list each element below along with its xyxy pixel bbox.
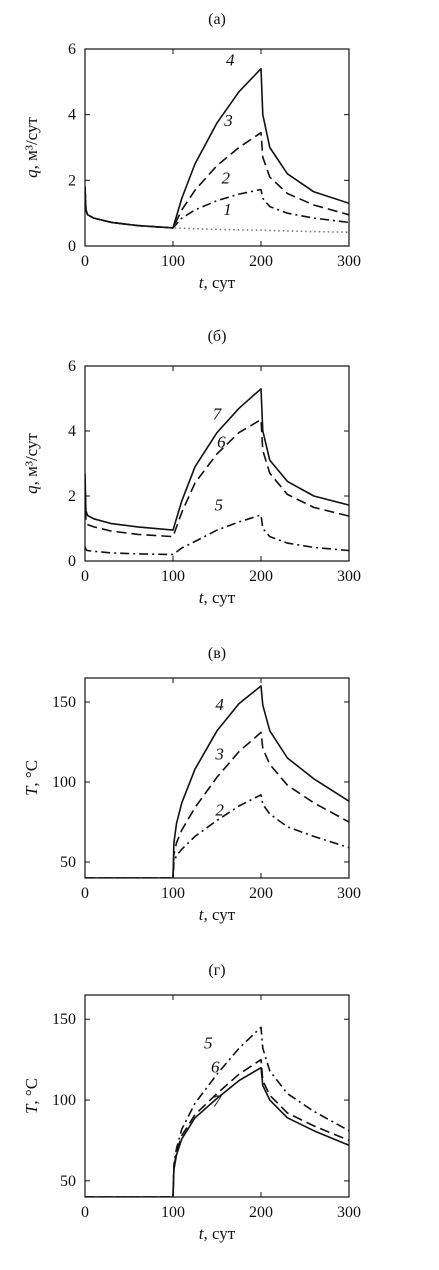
y-axis-unit: , °C xyxy=(22,1078,41,1105)
y-tick-label: 150 xyxy=(52,1011,76,1028)
series-line-7 xyxy=(85,388,349,531)
x-tick-label: 100 xyxy=(161,885,185,902)
series-line-2 xyxy=(85,794,349,878)
x-tick-label: 200 xyxy=(249,568,273,585)
y-tick-label: 2 xyxy=(68,172,76,189)
curve-label-4: 4 xyxy=(215,695,224,714)
x-tick-label: 100 xyxy=(161,253,185,270)
y-axis-unit: , °C xyxy=(22,760,41,787)
series-line-1 xyxy=(85,186,349,233)
y-tick-label: 50 xyxy=(60,1173,76,1190)
y-axis-var: q xyxy=(22,169,41,178)
x-tick-label: 200 xyxy=(249,1204,273,1221)
x-axis-var: t xyxy=(199,273,205,292)
x-axis-unit: , сут xyxy=(203,273,235,292)
series-line-4 xyxy=(85,67,349,229)
panel-title: (а) xyxy=(208,11,226,28)
y-axis-label: T, °C xyxy=(22,1078,41,1114)
curve-label-5: 5 xyxy=(215,496,224,515)
x-tick-label: 0 xyxy=(81,568,89,585)
x-tick-label: 300 xyxy=(337,885,361,902)
curve-label-7: 7 xyxy=(213,405,223,424)
curve-label-1: 1 xyxy=(223,200,232,219)
panel-title: (в) xyxy=(208,645,226,662)
x-axis-label: t, сут xyxy=(199,588,236,607)
series-line-7 xyxy=(85,1066,349,1197)
x-axis-label: t, сут xyxy=(199,905,236,924)
y-axis-var: T xyxy=(22,1103,41,1114)
x-tick-label: 300 xyxy=(337,1204,361,1221)
y-tick-label: 6 xyxy=(68,41,76,58)
x-axis-unit: , сут xyxy=(203,1224,235,1243)
series-group xyxy=(85,1026,349,1197)
chart-panel-2: (б) 0 100 200 300 0 2 4 6 t, сут q, м³/сут 7 6 5 xyxy=(22,328,361,607)
curve-label-6: 6 xyxy=(211,1058,220,1077)
y-tick-label: 100 xyxy=(52,1092,76,1109)
x-axis-unit: , сут xyxy=(203,905,235,924)
y-axis-label: q, м³/сут xyxy=(22,433,41,494)
y-tick-label: 4 xyxy=(68,107,76,124)
x-axis-label: t, сут xyxy=(199,273,236,292)
plot-frame xyxy=(84,677,350,879)
curve-label-7: 7 xyxy=(213,1092,223,1111)
y-tick-label: 100 xyxy=(52,774,76,791)
x-tick-label: 200 xyxy=(249,885,273,902)
y-tick-label: 0 xyxy=(68,238,76,255)
curve-label-4: 4 xyxy=(226,50,235,69)
plot-frame xyxy=(84,48,350,247)
x-axis-var: t xyxy=(199,905,205,924)
x-axis-unit: , сут xyxy=(203,588,235,607)
curve-label-2: 2 xyxy=(215,801,224,820)
x-tick-label: 0 xyxy=(81,253,89,270)
y-tick-label: 0 xyxy=(68,553,76,570)
y-axis-unit: , м³/сут xyxy=(22,433,41,486)
y-tick-label: 4 xyxy=(68,423,76,440)
x-tick-label: 100 xyxy=(161,1204,185,1221)
curve-label-2: 2 xyxy=(222,169,231,188)
y-axis-label: T, °C xyxy=(22,760,41,796)
series-line-5 xyxy=(85,1026,349,1197)
y-tick-label: 150 xyxy=(52,694,76,711)
series-group xyxy=(85,685,349,878)
series-group xyxy=(85,388,349,556)
series-line-2 xyxy=(85,186,349,229)
y-axis-unit: , м³/сут xyxy=(22,117,41,170)
chart-panel-1: (а) 0 100 200 300 0 2 4 6 t, сут q, м³/сут 4 3 2 1 xyxy=(22,11,361,292)
x-tick-label: 200 xyxy=(249,253,273,270)
x-tick-label: 300 xyxy=(337,568,361,585)
series-line-3 xyxy=(85,131,349,229)
chart-panel-3: (в) 0 100 200 300 50 100 150 t, сут T, °C 4 3 2 xyxy=(22,645,361,924)
curve-label-5: 5 xyxy=(204,1033,213,1052)
x-axis-var: t xyxy=(199,1224,205,1243)
curve-label-3: 3 xyxy=(223,111,233,130)
series-group xyxy=(85,67,349,233)
y-tick-label: 2 xyxy=(68,488,76,505)
y-axis-var: q xyxy=(22,485,41,494)
series-line-6 xyxy=(85,1058,349,1197)
panel-title: (б) xyxy=(208,328,227,345)
series-line-5 xyxy=(85,514,349,556)
series-line-6 xyxy=(85,418,349,538)
plot-frame xyxy=(84,365,350,562)
x-axis-label: t, сут xyxy=(199,1224,236,1243)
x-axis-var: t xyxy=(199,588,205,607)
plot-frame xyxy=(84,994,350,1198)
x-tick-label: 0 xyxy=(81,885,89,902)
y-tick-label: 50 xyxy=(60,854,76,871)
series-line-4 xyxy=(85,685,349,878)
x-tick-label: 100 xyxy=(161,568,185,585)
chart-panel-4: (г) 0 100 200 300 50 100 150 t, сут T, °C 5 6 7 xyxy=(22,962,361,1243)
curve-label-3: 3 xyxy=(214,745,224,764)
y-axis-var: T xyxy=(22,785,41,796)
panel-title: (г) xyxy=(208,962,225,979)
x-tick-label: 0 xyxy=(81,1204,89,1221)
y-tick-label: 6 xyxy=(68,358,76,375)
curve-label-6: 6 xyxy=(217,432,226,451)
x-tick-label: 300 xyxy=(337,253,361,270)
y-axis-label: q, м³/сут xyxy=(22,117,41,178)
